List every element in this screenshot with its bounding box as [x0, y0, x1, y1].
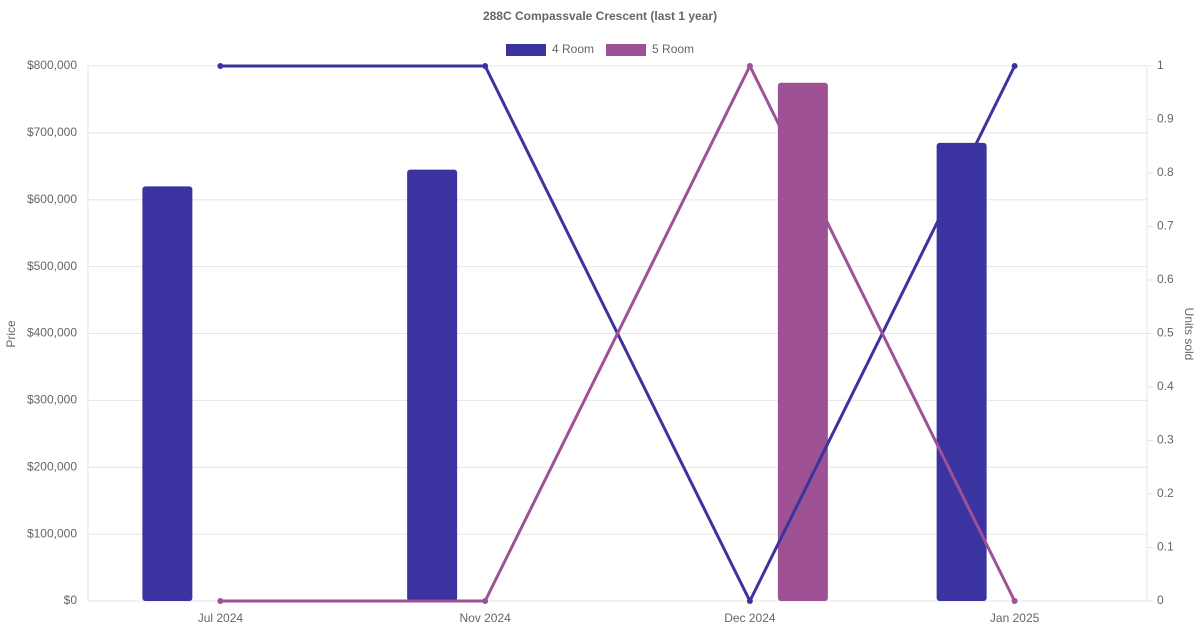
y-tick-label: $300,000: [27, 393, 77, 407]
y-tick-label: $500,000: [27, 259, 77, 273]
y2-tick-label: 0: [1157, 593, 1164, 607]
legend-swatch: [606, 44, 647, 56]
bar: [777, 82, 828, 601]
y2-tick-label: 0.7: [1157, 219, 1174, 233]
units-point: [746, 598, 753, 604]
units-point: [1011, 63, 1018, 69]
y-tick-label: $600,000: [27, 192, 77, 206]
y2-tick-label: 0.9: [1157, 112, 1174, 126]
y-tick-label: $200,000: [27, 459, 77, 473]
legend-label: 4 Room: [552, 42, 594, 56]
units-point: [1011, 598, 1018, 604]
y-tick-label: $100,000: [27, 526, 77, 540]
y2-axis-title: Units sold: [1182, 308, 1196, 361]
y-tick-label: $400,000: [27, 326, 77, 340]
bar: [407, 169, 458, 601]
bar: [142, 186, 193, 601]
units-point: [746, 63, 753, 69]
units-point: [482, 598, 489, 604]
units-point: [217, 63, 224, 69]
y2-tick-label: 0.3: [1157, 433, 1174, 447]
y2-tick-label: 0.8: [1157, 165, 1174, 179]
y-axis-title: Price: [4, 320, 18, 348]
y-tick-label: $0: [64, 593, 78, 607]
y2-tick-label: 0.4: [1157, 379, 1174, 393]
legend-label: 5 Room: [652, 42, 694, 56]
x-tick-label: Jan 2025: [990, 611, 1040, 625]
chart-title: 288C Compassvale Crescent (last 1 year): [483, 9, 717, 23]
legend-swatch: [506, 44, 546, 56]
y2-tick-label: 0.1: [1157, 540, 1174, 554]
y2-tick-label: 1: [1157, 58, 1164, 72]
y-tick-label: $700,000: [27, 125, 77, 139]
units-point: [482, 63, 489, 69]
x-tick-label: Nov 2024: [459, 611, 511, 625]
y2-tick-label: 0.6: [1157, 272, 1174, 286]
units-line: [220, 62, 1016, 603]
x-tick-label: Dec 2024: [724, 611, 776, 625]
y-tick-label: $800,000: [27, 58, 77, 72]
x-tick-label: Jul 2024: [198, 611, 244, 625]
units-point: [217, 598, 224, 604]
bar: [936, 142, 987, 601]
y2-tick-label: 0.2: [1157, 486, 1174, 500]
y2-tick-label: 0.5: [1157, 326, 1174, 340]
